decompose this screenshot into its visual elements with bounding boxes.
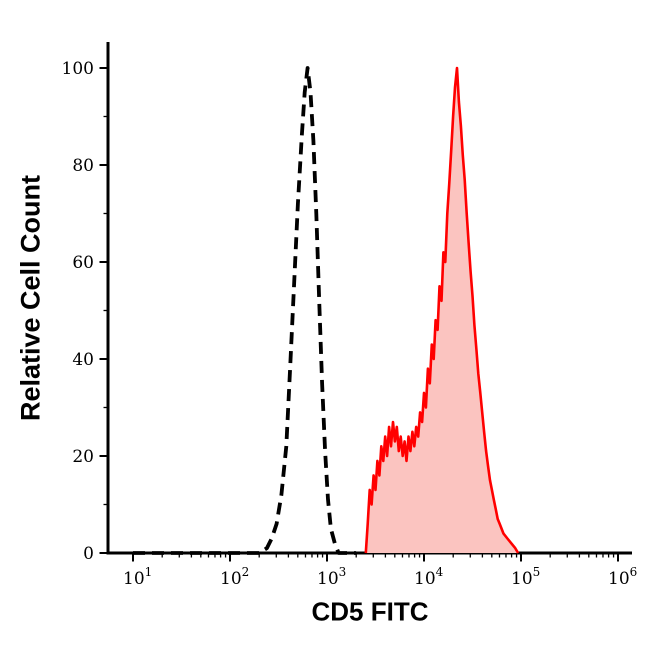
cd5-fitc-stained-fill (365, 68, 519, 553)
x-tick-label: 103 (317, 565, 346, 589)
x-tick-label: 104 (414, 565, 444, 589)
y-tick-label: 100 (62, 59, 94, 79)
y-tick-label: 60 (72, 253, 94, 273)
y-tick-label: 20 (72, 447, 94, 467)
x-tick-label: 102 (220, 565, 249, 589)
negative-control-curve (133, 66, 357, 555)
y-axis-label: Relative Cell Count (15, 174, 46, 422)
y-tick-label: 0 (83, 544, 94, 564)
x-axis-label: CD5 FITC (311, 596, 429, 627)
y-tick-label: 80 (72, 156, 94, 176)
x-tick-label: 106 (608, 565, 637, 589)
x-tick-label: 105 (511, 565, 540, 589)
x-tick-label: 101 (123, 565, 152, 589)
y-tick-label: 40 (72, 350, 94, 370)
cd5-fitc-stained-curve (364, 66, 520, 554)
